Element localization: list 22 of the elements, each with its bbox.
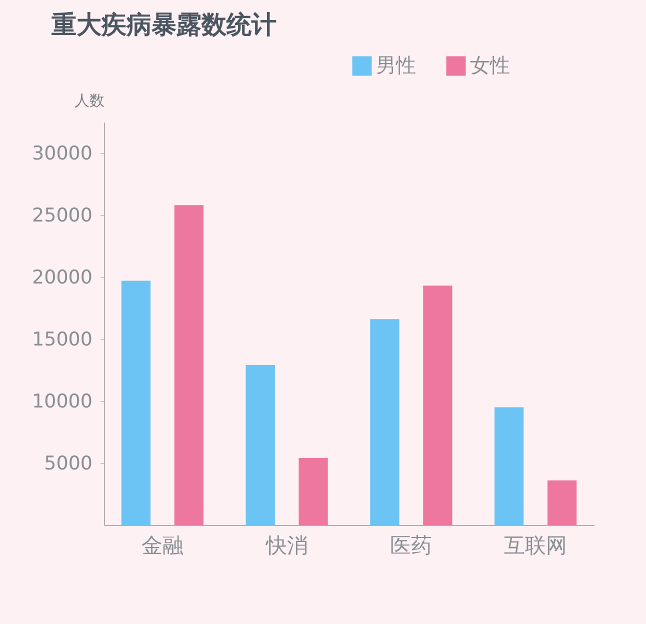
x-tick-label: 快消 (264, 534, 308, 558)
y-tick-label: 15000 (32, 328, 92, 350)
chart-title: 重大疾病暴露数统计 (50, 10, 277, 39)
y-tick-label: 30000 (32, 142, 92, 164)
bar (121, 280, 151, 525)
bar (494, 407, 524, 525)
bar (423, 286, 452, 525)
bar (246, 365, 275, 525)
bar (174, 205, 204, 525)
y-tick-label: 25000 (32, 204, 92, 226)
bar (370, 319, 400, 525)
x-tick-label: 互联网 (504, 534, 568, 558)
y-axis-title: 人数 (74, 92, 104, 110)
x-tick-label: 金融 (141, 534, 184, 558)
y-tick-label: 10000 (32, 390, 92, 412)
y-tick-label: 20000 (32, 266, 92, 288)
x-tick-label: 医药 (390, 534, 432, 558)
bar (298, 458, 328, 525)
legend-label: 男性 (376, 53, 416, 77)
y-tick-label: 5000 (44, 452, 92, 474)
legend-label: 女性 (470, 53, 510, 77)
bar (547, 480, 577, 525)
